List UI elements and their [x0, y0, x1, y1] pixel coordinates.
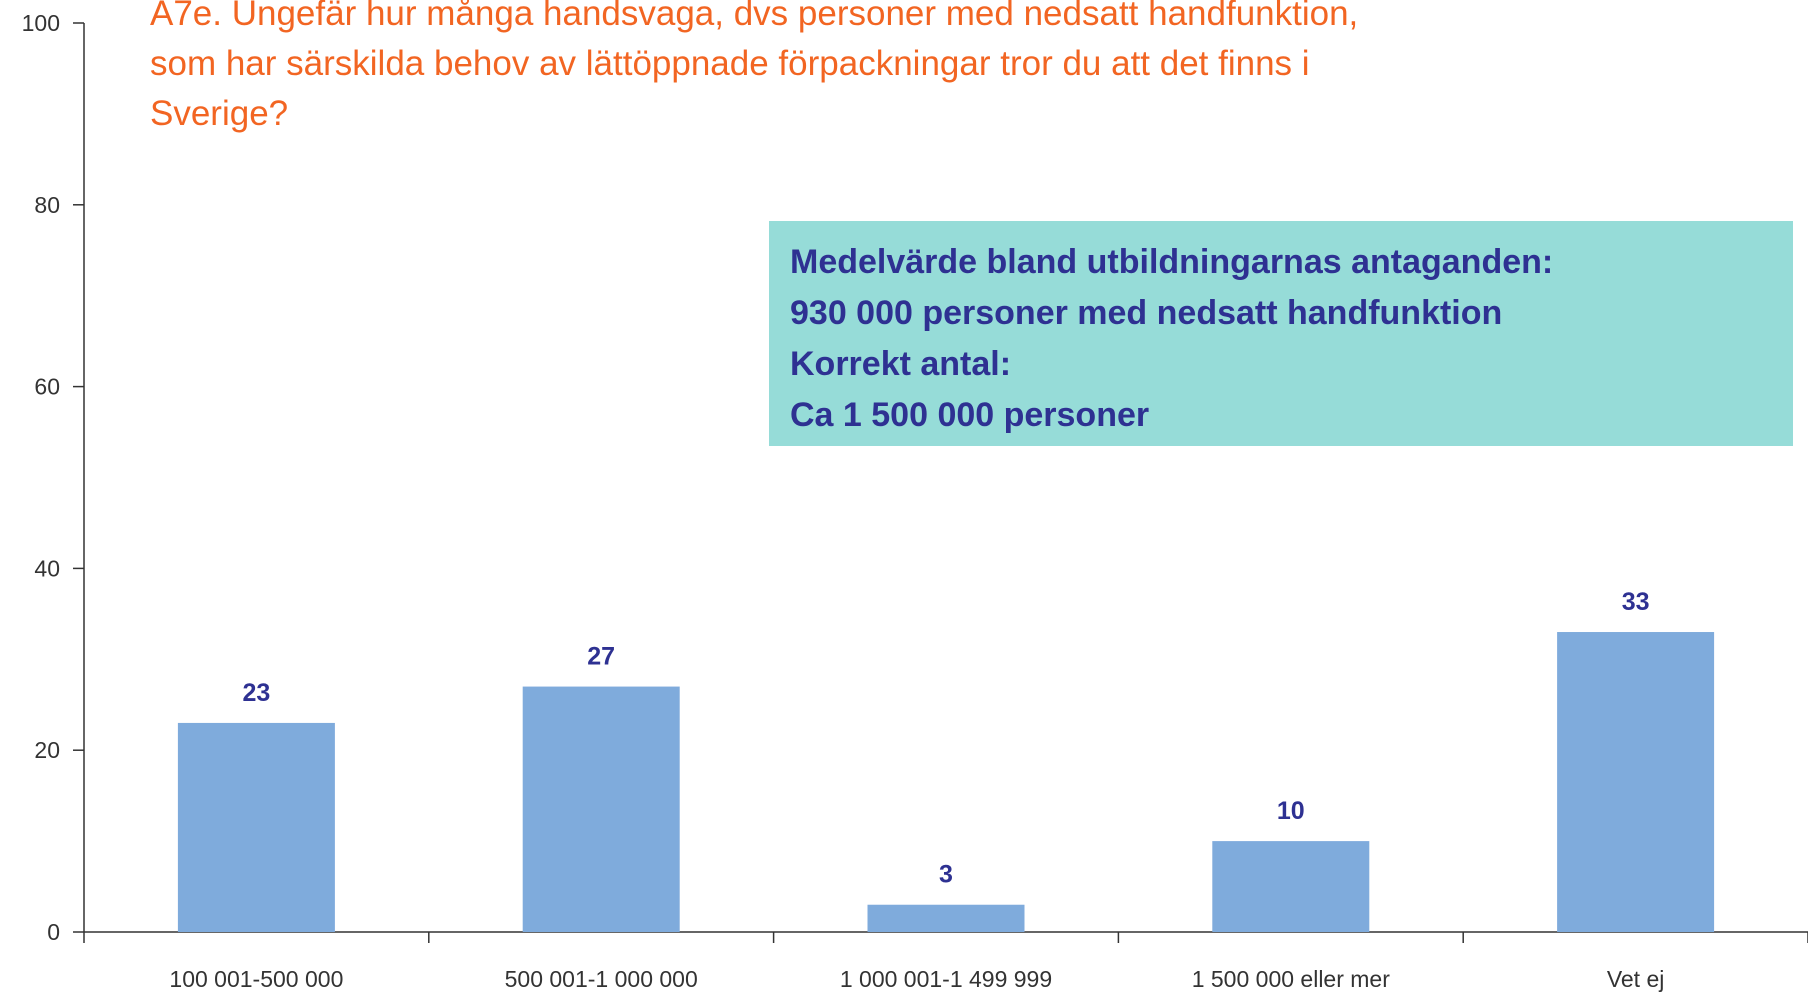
- annotation: Ca 1 500 000 personer: [790, 396, 1149, 434]
- y-tick-label: 20: [34, 737, 60, 763]
- annotation-box: [769, 221, 1793, 446]
- value-label: 10: [1277, 797, 1305, 825]
- bar: [1557, 632, 1715, 932]
- value-label: 3: [939, 861, 953, 889]
- y-tick-label: 80: [34, 192, 60, 218]
- y-tick-label: 60: [34, 374, 60, 400]
- x-tick-label: 100 001-500 000: [169, 966, 343, 992]
- y-tick-label: 100: [22, 10, 60, 36]
- value-label: 23: [242, 679, 270, 707]
- bar: [522, 686, 680, 932]
- x-tick-label: 500 001-1 000 000: [505, 966, 698, 992]
- y-tick-label: 40: [34, 555, 60, 581]
- annotation: 930 000 personer med nedsatt handfunktio…: [790, 294, 1502, 332]
- y-tick-label: 0: [47, 919, 60, 945]
- chart-title: Sverige?: [150, 94, 288, 133]
- value-label: 27: [587, 643, 615, 671]
- value-label: 33: [1622, 588, 1650, 616]
- x-tick-label: 1 500 000 eller mer: [1192, 966, 1391, 992]
- bar: [867, 904, 1025, 932]
- bar: [1212, 841, 1370, 932]
- chart-title: A7e. Ungefär hur många handsvaga, dvs pe…: [150, 0, 1358, 33]
- x-tick-label: 1 000 001-1 499 999: [840, 966, 1052, 992]
- annotation: Korrekt antal:: [790, 345, 1011, 383]
- annotation: Medelvärde bland utbildningarnas antagan…: [790, 243, 1553, 281]
- bar: [177, 722, 335, 932]
- chart-title: som har särskilda behov av lättöppnade f…: [150, 44, 1310, 83]
- x-tick-label: Vet ej: [1607, 966, 1665, 992]
